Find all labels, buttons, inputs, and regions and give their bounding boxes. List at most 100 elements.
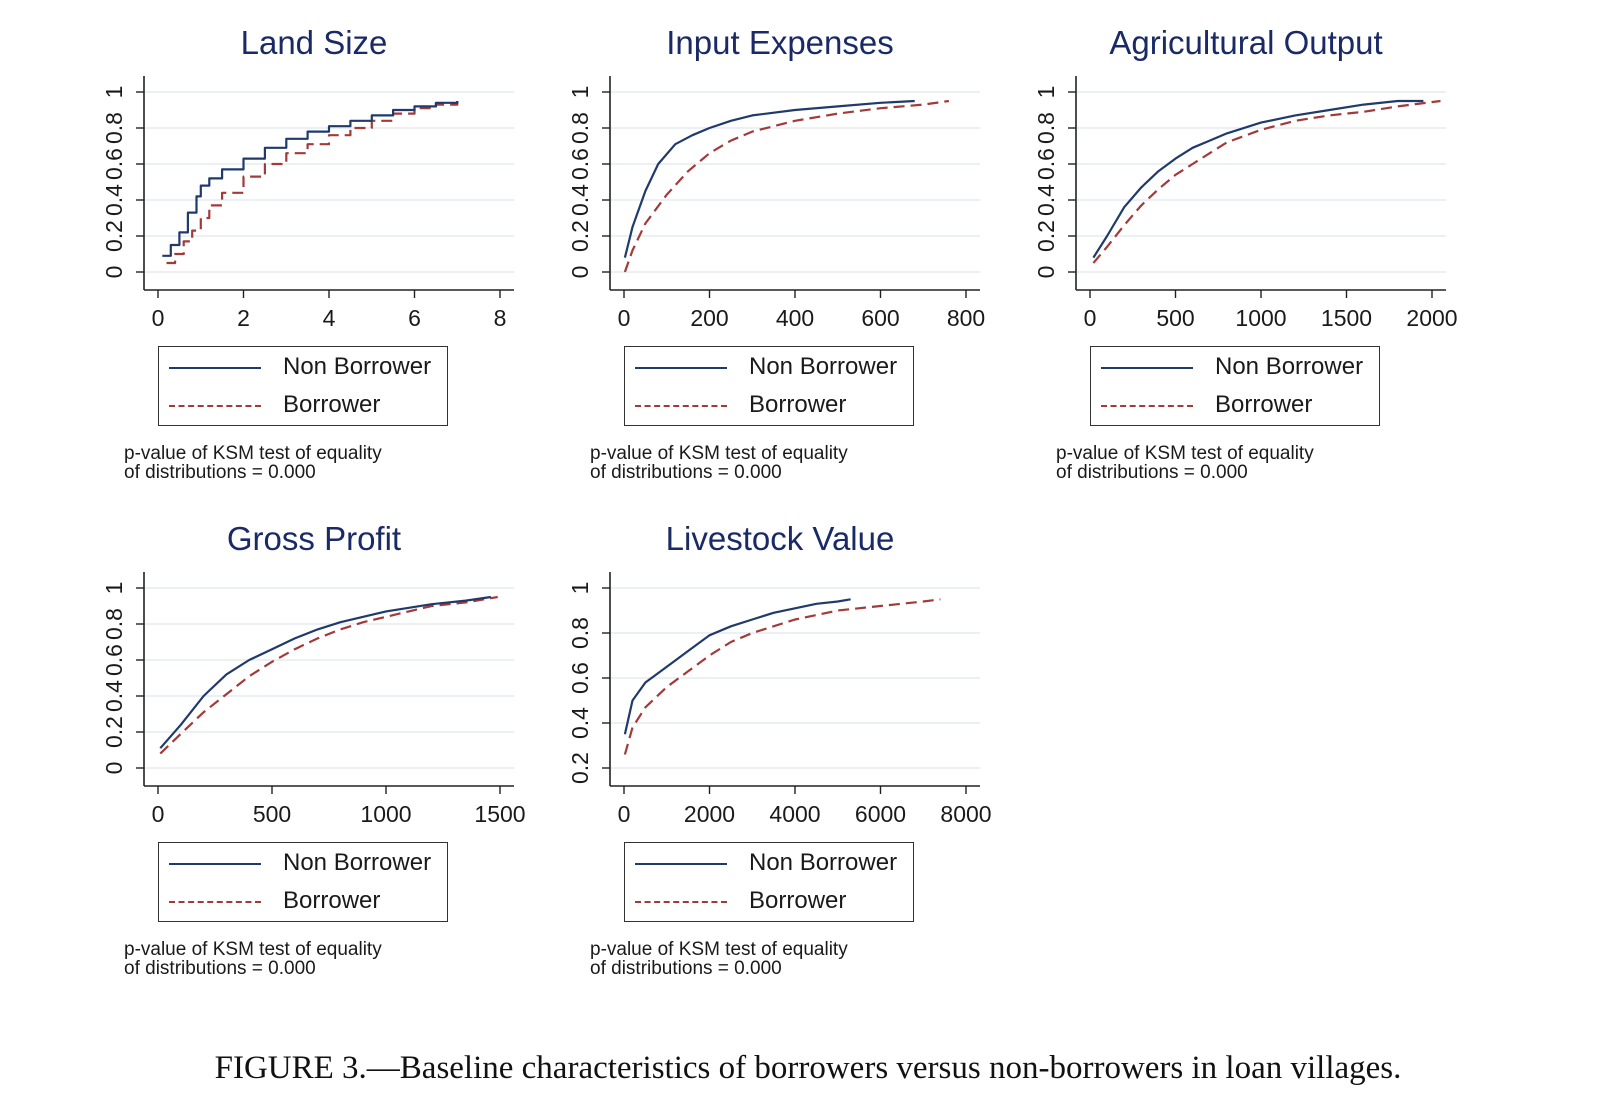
y-tick-label: 1	[567, 582, 593, 595]
legend-label: Non Borrower	[749, 849, 898, 876]
x-tick-label: 0	[152, 305, 165, 331]
note-line: p-value of KSM test of equality	[590, 443, 848, 464]
legend-item-non-borrower: Non Borrower	[1091, 349, 1379, 387]
y-tick-label: 0.2	[567, 220, 593, 252]
x-tick-label: 2000	[684, 801, 735, 827]
figure-caption: FIGURE 3.—Baseline characteristics of bo…	[214, 1050, 1402, 1086]
legend-label: Borrower	[283, 391, 381, 418]
y-tick-label: 0.4	[567, 184, 593, 216]
y-tick-label: 0	[567, 266, 593, 279]
y-tick-label: 0.6	[567, 662, 593, 694]
series-line-borrower	[159, 595, 498, 755]
legend: Non Borrower Borrower	[624, 346, 914, 426]
y-tick-label: 0	[1033, 266, 1059, 279]
chart-title: Agricultural Output	[1109, 24, 1383, 61]
x-tick-label: 0	[1084, 305, 1097, 331]
series-line-non-borrower	[623, 598, 851, 735]
y-tick-label: 0.4	[101, 184, 127, 216]
x-tick-label: 0	[152, 801, 165, 827]
note-line: p-value of KSM test of equality	[590, 939, 848, 960]
legend-swatch	[1101, 405, 1193, 407]
x-tick-label: 500	[1156, 305, 1194, 331]
x-tick-label: 4	[323, 305, 336, 331]
y-tick-label: 0.4	[567, 707, 593, 739]
ksm-test-note: p-value of KSM test of equality of distri…	[124, 444, 382, 482]
y-tick-label: 0.2	[101, 716, 127, 748]
legend-label: Non Borrower	[283, 849, 432, 876]
legend-swatch	[169, 863, 261, 865]
note-line: p-value of KSM test of equality	[1056, 443, 1314, 464]
legend-label: Borrower	[283, 887, 381, 914]
x-tick-label: 800	[947, 305, 985, 331]
legend-item-borrower: Borrower	[1091, 387, 1379, 425]
x-tick-label: 4000	[769, 801, 820, 827]
panel-land-size: Land Size 0 0.2 0.4 0.6 0.8 1 0 2 4 6 8 Non Borrower…	[84, 0, 564, 490]
legend-swatch	[635, 405, 727, 407]
legend: Non Borrower Borrower	[624, 842, 914, 922]
y-tick-label: 0.6	[1033, 148, 1059, 180]
y-tick-label: 0.8	[1033, 112, 1059, 144]
chart-title: Livestock Value	[665, 520, 895, 557]
x-tick-label: 6	[408, 305, 421, 331]
note-line: of distributions = 0.000	[590, 958, 782, 979]
series-line-non-borrower	[1092, 99, 1424, 259]
plot-livestock-value: 0.2 0.4 0.6 0.8 1 0 2000 4000 6000 8000	[567, 572, 992, 827]
legend-swatch	[635, 901, 727, 903]
x-tick-label: 2000	[1406, 305, 1457, 331]
series-line-borrower	[623, 598, 941, 755]
y-tick-label: 0.8	[567, 617, 593, 649]
legend: Non Borrower Borrower	[1090, 346, 1380, 426]
legend-label: Borrower	[749, 887, 847, 914]
series-line-borrower	[1092, 99, 1441, 264]
plot-land-size: 0 0.2 0.4 0.6 0.8 1 0 2 4 6 8	[101, 76, 514, 331]
y-tick-label: 0.6	[101, 644, 127, 676]
x-tick-label: 600	[861, 305, 899, 331]
panel-agricultural-output: Agricultural Output 0 0.2 0.4 0.6 0.8 1 0 500 100…	[1016, 0, 1496, 490]
plot-gross-profit: 0 0.2 0.4 0.6 0.8 1 0 500 1000 1500	[101, 572, 526, 827]
legend-swatch	[635, 863, 727, 865]
x-tick-label: 8000	[940, 801, 991, 827]
chart-title: Input Expenses	[666, 24, 894, 61]
y-tick-label: 0.6	[101, 148, 127, 180]
note-line: of distributions = 0.000	[124, 462, 316, 483]
series-line-non-borrower	[623, 99, 915, 258]
y-tick-label: 0.2	[1033, 220, 1059, 252]
y-tick-label: 1	[567, 86, 593, 99]
chart-title: Land Size	[240, 24, 388, 61]
legend-item-non-borrower: Non Borrower	[159, 349, 447, 387]
legend: Non Borrower Borrower	[158, 346, 448, 426]
legend-item-non-borrower: Non Borrower	[159, 845, 447, 883]
y-tick-label: 0.8	[567, 112, 593, 144]
series-line-borrower	[166, 101, 459, 265]
note-line: of distributions = 0.000	[590, 462, 782, 483]
legend-label: Borrower	[749, 391, 847, 418]
legend-item-borrower: Borrower	[159, 883, 447, 921]
legend-label: Non Borrower	[283, 353, 432, 380]
legend-item-borrower: Borrower	[159, 387, 447, 425]
y-tick-label: 0.6	[567, 148, 593, 180]
y-tick-label: 0.2	[101, 220, 127, 252]
x-tick-label: 1500	[474, 801, 525, 827]
legend: Non Borrower Borrower	[158, 842, 448, 922]
legend-label: Non Borrower	[749, 353, 898, 380]
legend-swatch	[169, 405, 261, 407]
y-tick-label: 0.8	[101, 608, 127, 640]
x-tick-label: 400	[776, 305, 814, 331]
x-tick-label: 0	[618, 305, 631, 331]
ksm-test-note: p-value of KSM test of equality of distri…	[124, 940, 382, 978]
plot-agricultural-output: 0 0.2 0.4 0.6 0.8 1 0 500 1000 1500 2000	[1033, 76, 1458, 331]
panel-input-expenses: Input Expenses 0 0.2 0.4 0.6 0.8 1 0 200 400 600 80…	[550, 0, 1030, 490]
note-line: p-value of KSM test of equality	[124, 939, 382, 960]
y-tick-label: 1	[1033, 86, 1059, 99]
x-tick-label: 200	[690, 305, 728, 331]
ksm-test-note: p-value of KSM test of equality of distri…	[590, 444, 848, 482]
series-line-non-borrower	[162, 101, 459, 257]
legend-swatch	[169, 901, 261, 903]
note-line: of distributions = 0.000	[124, 958, 316, 979]
series-line-borrower	[623, 99, 950, 273]
x-tick-label: 1000	[1235, 305, 1286, 331]
y-tick-label: 0.8	[101, 112, 127, 144]
y-tick-label: 0.4	[1033, 184, 1059, 216]
note-line: p-value of KSM test of equality	[124, 443, 382, 464]
